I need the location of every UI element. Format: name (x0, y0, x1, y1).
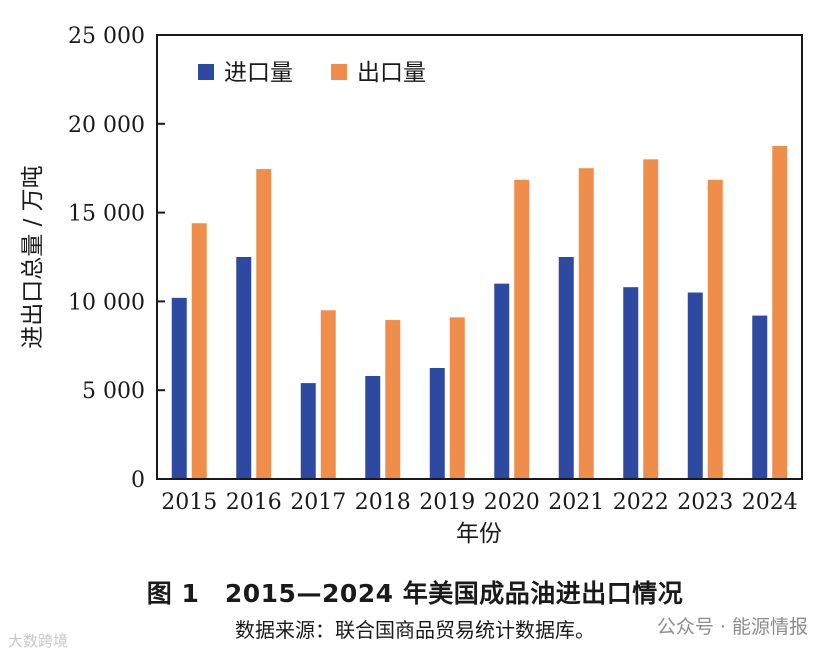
bar-import-2018 (365, 375, 381, 479)
x-tick-label: 2021 (548, 490, 604, 515)
bar-export-2023 (707, 179, 723, 479)
bar-import-2024 (752, 315, 768, 479)
bar-export-2016 (256, 169, 272, 479)
y-tick-label: 5 000 (82, 379, 145, 404)
x-tick-label: 2018 (355, 490, 411, 515)
x-axis-ticks: 2015 2016 2017 2018 2019 2020 2021 2022 2023 2024 (161, 490, 798, 515)
x-tick-label: 2016 (226, 490, 282, 515)
legend-swatch-export (331, 64, 347, 80)
x-tick-label: 2017 (290, 490, 346, 515)
legend: 进口量 出口量 (198, 60, 426, 86)
x-axis-label: 年份 (456, 521, 502, 547)
y-tick-label: 15 000 (68, 202, 145, 227)
bar-import-2023 (687, 292, 703, 479)
bar-import-2015 (171, 297, 187, 479)
bar-export-2020 (514, 179, 530, 479)
watermark-right: 公众号 · 能源情报 (656, 616, 808, 638)
y-tick-label: 0 (131, 468, 145, 493)
y-axis-ticks: 0 5 000 10 000 15 000 20 000 25 000 (68, 24, 165, 493)
bar-export-2022 (643, 159, 659, 479)
x-tick-label: 2024 (742, 490, 798, 515)
y-tick-label: 25 000 (68, 24, 145, 49)
y-tick-label: 10 000 (68, 290, 145, 315)
x-tick-label: 2019 (419, 490, 475, 515)
watermark-left: 大数跨境 (8, 632, 69, 650)
bar-export-2021 (578, 168, 594, 479)
bar-export-2019 (449, 317, 465, 479)
bar-import-2016 (236, 257, 252, 479)
x-tick-label: 2020 (484, 490, 540, 515)
bar-import-2020 (494, 283, 510, 479)
x-tick-label: 2023 (677, 490, 733, 515)
bar-export-2015 (191, 223, 207, 479)
figure-source: 数据来源：联合国商品贸易统计数据库。 (235, 618, 595, 642)
y-axis-label: 进出口总量 / 万吨 (20, 165, 46, 348)
figure-title: 图 1 2015—2024 年美国成品油进出口情况 (146, 579, 684, 608)
legend-label-export: 出口量 (357, 60, 426, 86)
bar-import-2021 (558, 257, 574, 479)
bars (171, 146, 788, 479)
x-tick-label: 2022 (613, 490, 669, 515)
bar-export-2018 (385, 320, 401, 479)
bar-export-2017 (320, 310, 336, 479)
legend-swatch-import (198, 64, 214, 80)
bar-export-2024 (772, 146, 788, 479)
bar-import-2022 (623, 287, 639, 479)
legend-label-import: 进口量 (224, 60, 293, 86)
bar-import-2019 (429, 368, 445, 479)
bar-import-2017 (300, 383, 316, 479)
x-tick-label: 2015 (161, 490, 217, 515)
y-tick-label: 20 000 (68, 113, 145, 138)
plot-frame (156, 34, 803, 480)
